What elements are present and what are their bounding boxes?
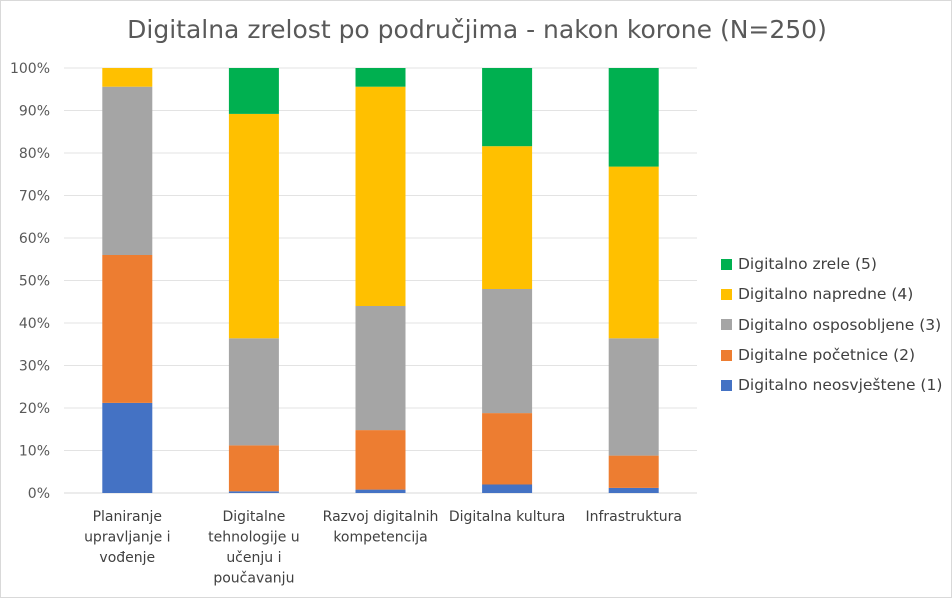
bar-segment <box>608 166 659 339</box>
bar-segment <box>355 430 406 490</box>
bar-segment <box>102 86 153 255</box>
y-tick-label: 30% <box>19 359 50 375</box>
bar-segment <box>102 68 153 87</box>
x-tick-label: Digitalna kultura <box>449 509 565 525</box>
y-tick-label: 10% <box>19 444 50 460</box>
legend-label: Digitalno neosvještene (1) <box>738 376 943 395</box>
x-tick-label: Razvoj digitalnih kompetencija <box>323 509 439 546</box>
bar-segment <box>608 487 659 493</box>
y-tick-label: 0% <box>28 486 50 502</box>
bar-segment <box>102 402 153 493</box>
x-tick-label: Digitalne tehnologije u učenju i poučavanju <box>208 509 299 587</box>
bar-segment <box>608 338 659 456</box>
legend-swatch <box>721 349 732 361</box>
bar-segment <box>228 445 279 492</box>
bar-segment <box>608 455 659 488</box>
bar-segment <box>228 113 279 339</box>
legend-label: Digitalno osposobljene (3) <box>738 315 942 334</box>
legend-item: Digitalno neosvještene (1) <box>721 370 951 400</box>
x-tick-label: Planiranje upravljanje i vođenje <box>84 509 170 566</box>
y-tick-label: 80% <box>19 146 50 162</box>
y-tick-label: 20% <box>19 401 50 417</box>
legend-label: Digitalne početnice (2) <box>738 346 916 365</box>
y-tick-label: 100% <box>10 61 50 77</box>
bar-segment <box>482 146 533 289</box>
y-tick-label: 70% <box>19 189 50 205</box>
bar-segment <box>355 306 406 431</box>
bar-segment <box>355 86 406 306</box>
bar-segment <box>228 338 279 446</box>
bar-segment <box>355 489 406 493</box>
legend-label: Digitalno zrele (5) <box>738 255 877 274</box>
bar-segment <box>482 413 533 485</box>
legend-item: Digitalno osposobljene (3) <box>721 310 951 340</box>
legend-swatch <box>721 319 732 331</box>
bar-segment <box>482 68 533 147</box>
bar-segment <box>102 255 153 403</box>
bar-segment <box>228 491 279 493</box>
y-tick-label: 60% <box>19 231 50 247</box>
y-tick-label: 50% <box>19 274 50 290</box>
bar-segment <box>482 289 533 414</box>
legend-swatch <box>721 288 732 300</box>
legend-item: Digitalno zrele (5) <box>721 249 951 279</box>
legend-item: Digitalno napredne (4) <box>721 279 951 309</box>
legend-item: Digitalne početnice (2) <box>721 340 951 370</box>
chart-legend: Digitalno zrele (5) Digitalno napredne (4… <box>721 249 951 400</box>
legend-swatch <box>721 379 732 391</box>
bar-segment <box>482 484 533 493</box>
legend-swatch <box>721 258 732 270</box>
chart-title: Digitalna zrelost po područjima - nakon … <box>127 15 827 44</box>
x-tick-label: Infrastruktura <box>585 509 681 525</box>
legend-label: Digitalno napredne (4) <box>738 285 914 304</box>
bar-segment <box>228 68 279 114</box>
y-tick-label: 90% <box>19 104 50 120</box>
bar-segment <box>355 68 406 87</box>
bar-segment <box>608 68 659 167</box>
y-tick-label: 40% <box>19 316 50 332</box>
